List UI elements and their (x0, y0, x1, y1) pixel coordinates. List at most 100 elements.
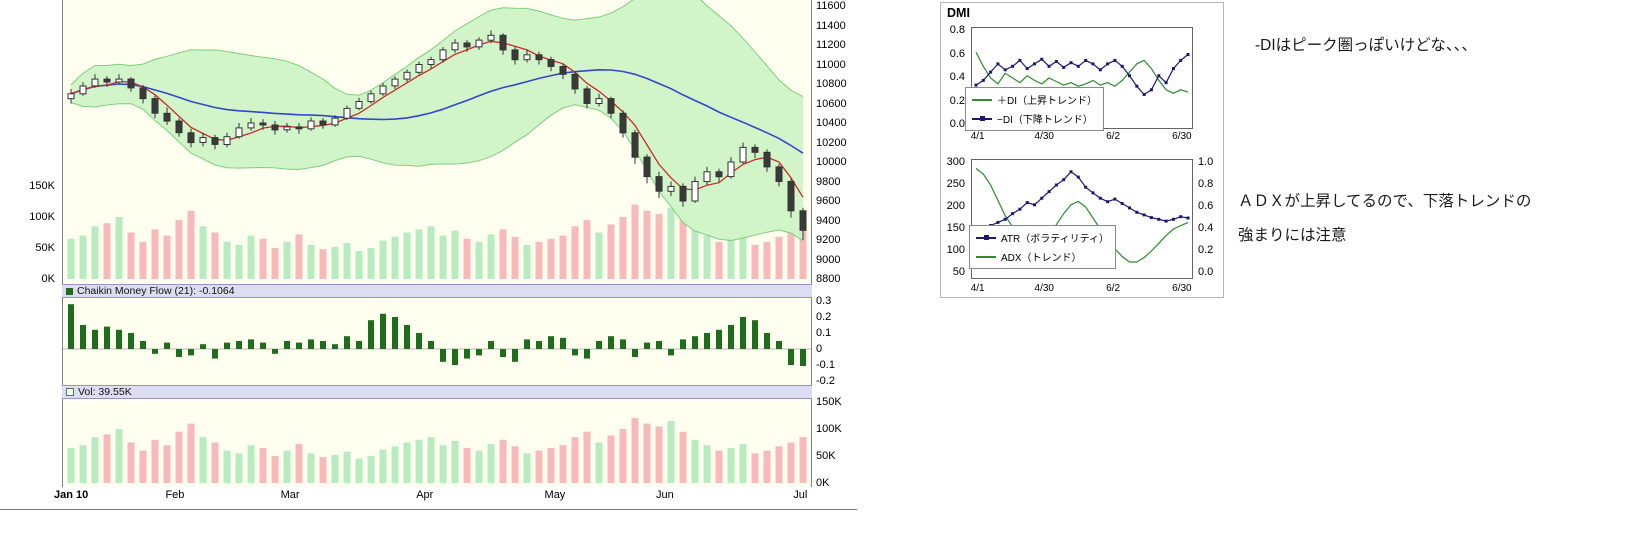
tick-label: 9200 (816, 234, 841, 246)
tick-label: 11400 (816, 19, 846, 32)
tick-label: May (544, 489, 566, 501)
tick-label: 10600 (816, 97, 847, 110)
price-panel[interactable] (62, 0, 812, 284)
tick-label: 6/2 (1106, 283, 1121, 294)
tick-label: 6/30 (1172, 283, 1192, 294)
tick-label: 4/30 (1034, 283, 1054, 294)
annotation-adx: ＡＤＸが上昇してるので、下落トレンドの 強まりには注意 (1238, 192, 1531, 246)
tick-label: 100K (29, 211, 55, 223)
cmf-bars-chart[interactable] (63, 298, 811, 385)
date-axis: Jan 10 Feb Mar Apr May Jun Jul (54, 489, 810, 503)
dmi-top-x-axis: 4/1 4/30 6/2 6/30 (971, 131, 1193, 143)
tick-label: 150K (29, 180, 55, 192)
dmi-top-legend: ＋DI（上昇トレンド） −DI（下降トレンド） (965, 87, 1104, 131)
dmi-bottom-x-axis: 4/1 4/30 6/2 6/30 (971, 283, 1193, 295)
annotation-adx-line2: 強まりには注意 (1238, 227, 1347, 244)
tick-label: 0.1 (816, 327, 832, 339)
tick-label: 0.2 (949, 94, 965, 107)
tick-label: 0.8 (949, 24, 965, 36)
vol-label: Vol: 39.55K (78, 386, 132, 398)
annotation-adx-line1: ＡＤＸが上昇してるので、下落トレンドの (1238, 193, 1532, 210)
tick-label: Jan 10 (54, 489, 89, 501)
tick-label: Jun (656, 489, 674, 501)
tick-label: 9400 (816, 214, 841, 227)
plus-di-line-sample (972, 98, 992, 101)
tick-label: 9800 (816, 175, 841, 188)
tick-label: 0.6 (1198, 200, 1214, 212)
tick-label: Feb (165, 489, 185, 501)
tick-label: 0K (816, 477, 830, 489)
cmf-panel[interactable] (62, 298, 812, 385)
tick-label: 50 (952, 266, 965, 278)
tick-label: 0.4 (949, 71, 965, 83)
tick-label: 0.8 (1198, 178, 1214, 190)
tick-label: 0.0 (1198, 266, 1214, 278)
tick-label: 10400 (816, 117, 847, 129)
tick-label: Jul (793, 489, 808, 501)
tick-label: 4/1 (970, 283, 985, 294)
tick-label: 11600 (816, 0, 846, 12)
vol-axis: 150K 100K 50K 0K (813, 396, 857, 489)
cmf-axis: 0.3 0.2 0.1 0 -0.1 -0.2 (813, 295, 857, 387)
tick-label: 0 (816, 343, 823, 355)
cmf-series-icon (66, 287, 73, 295)
bottom-divider (0, 509, 857, 510)
vol-header[interactable]: Vol: 39.55K (62, 385, 812, 399)
tick-label: 9000 (816, 253, 841, 266)
tick-label: -0.1 (816, 359, 835, 371)
tick-label: Apr (416, 489, 434, 501)
minus-di-line-sample (972, 115, 992, 121)
tick-label: 10800 (816, 78, 847, 90)
dmi-bottom-right-axis: 1.0 0.8 0.6 0.4 0.2 0.0 (1195, 156, 1223, 279)
tick-label: 9600 (816, 195, 841, 207)
dmi-top-y-axis: 0.8 0.6 0.4 0.2 0.0 (941, 24, 968, 130)
tick-label: 0.2 (816, 311, 832, 323)
legend-label: ATR（ボラティリティ） (1001, 234, 1110, 245)
tick-label: 50K (816, 450, 836, 462)
vol-series-icon (66, 388, 74, 396)
tick-label: 10000 (816, 156, 847, 168)
atr-line-sample (976, 234, 996, 240)
tick-label: 11200 (816, 39, 846, 51)
tick-label: 0.2 (1198, 244, 1214, 256)
tick-label: 0.3 (816, 295, 832, 307)
tick-label: 10200 (816, 136, 847, 149)
legend-label: ＋DI（上昇トレンド） (997, 96, 1097, 107)
tick-label: Mar (280, 489, 300, 501)
legend-minus-di: −DI（下降トレンド） (972, 111, 1097, 126)
tick-label: 1.0 (1198, 156, 1214, 168)
tick-label: 0.4 (1198, 222, 1214, 234)
tick-label: 4/30 (1034, 131, 1054, 142)
dmi-title: DMI (947, 6, 970, 20)
volume-overlay-axis: 150K 100K 50K 0K (0, 0, 58, 285)
tick-label: 4/1 (970, 131, 985, 142)
tick-label: 8800 (816, 273, 841, 285)
tick-label: -0.2 (816, 375, 835, 387)
tick-label: 6/30 (1172, 131, 1192, 142)
cmf-label: Chaikin Money Flow (21): -0.1064 (77, 285, 235, 297)
dmi-bottom-legend: ATR（ボラティリティ） ADX（トレンド） (969, 225, 1117, 269)
tick-label: 100K (816, 423, 842, 435)
cmf-header[interactable]: Chaikin Money Flow (21): -0.1064 (62, 284, 812, 298)
tick-label: 300 (946, 156, 965, 168)
tick-label: 150 (946, 222, 965, 234)
price-axis: 11600 11400 11200 11000 10800 10600 10400 10200… (813, 0, 857, 285)
tick-label: 100 (946, 244, 965, 256)
annotation-di-peak: -DIはピーク圏っぽいけどな、、、 (1255, 37, 1477, 54)
tick-label: 150K (816, 396, 842, 408)
legend-plus-di: ＋DI（上昇トレンド） (972, 92, 1097, 107)
legend-adx: ADX（トレンド） (976, 249, 1109, 264)
tick-label: 200 (946, 200, 965, 212)
vol-panel[interactable] (62, 399, 812, 487)
tick-label: 50K (35, 242, 55, 254)
candlestick-chart[interactable] (63, 0, 811, 284)
legend-label: −DI（下降トレンド） (997, 115, 1093, 126)
tick-label: 0.0 (949, 118, 965, 130)
volume-bars-chart[interactable] (63, 399, 811, 487)
tick-label: 6/2 (1106, 131, 1121, 142)
dmi-widget: DMI 0.8 0.6 0.4 0.2 0.0 4/1 4/30 6/2 6/30 ＋DI（上… (940, 2, 1224, 298)
tick-label: 250 (946, 178, 965, 190)
main-price-chart: 150K 100K 50K 0K 11600 11400 11200 11000 10800 1… (0, 0, 860, 514)
legend-label: ADX（トレンド） (1001, 253, 1082, 264)
